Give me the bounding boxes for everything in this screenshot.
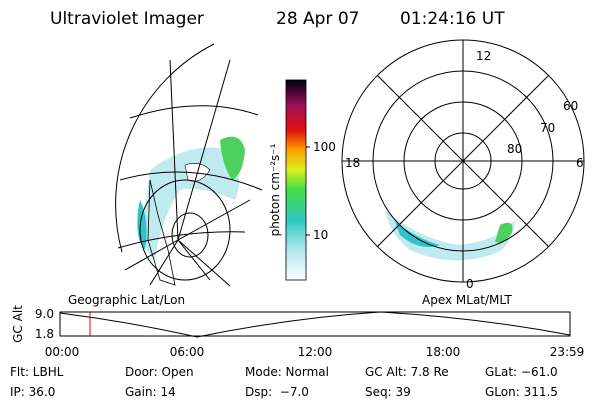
date: 28 Apr 07 (276, 9, 359, 29)
footer: Flt: LBHL Door: Open Mode: Normal GC Alt: 7… (10, 365, 558, 399)
colorbar-tick-label: 100 (313, 140, 336, 154)
timeline-y-label: 9.0 (35, 307, 54, 321)
status-field: Seq: 39 (365, 385, 411, 399)
time-label: 23:59 (550, 345, 585, 359)
status-field: Door: Open (125, 365, 194, 379)
globe-image (115, 43, 280, 290)
colorbar-label: photon cm⁻²s⁻¹ (268, 143, 282, 236)
title: Ultraviolet Imager (50, 9, 204, 29)
colorbar-tick-label: 10 (313, 228, 328, 242)
status-field: GC Alt: 7.8 Re (365, 365, 449, 379)
mlat-label: 70 (540, 121, 555, 135)
panel-title: Apex MLat/MLT (422, 293, 512, 307)
polar-plot (341, 39, 585, 283)
status-field: IP: 36.0 (10, 385, 55, 399)
colorbar (285, 79, 307, 281)
time: 01:24:16 UT (400, 9, 505, 29)
status-field: Dsp: −7.0 (245, 385, 309, 399)
status-field: GLat: −61.0 (485, 365, 558, 379)
mlat-label: 60 (563, 99, 578, 113)
altitude-curve (59, 311, 571, 338)
mlat-label: 80 (507, 142, 522, 156)
time-label: 00:00 (45, 345, 80, 359)
mlt-label: 18 (345, 156, 360, 170)
panel-title: Geographic Lat/Lon (68, 293, 185, 307)
mlt-label: 12 (476, 49, 491, 63)
timeline-y-label: 1.8 (35, 327, 54, 341)
mlt-label: 0 (466, 277, 474, 291)
timeline-frame (59, 311, 571, 337)
status-field: Mode: Normal (245, 365, 329, 379)
status-field: Gain: 14 (125, 385, 176, 399)
status-field: GLon: 311.5 (485, 385, 558, 399)
time-label: 12:00 (298, 345, 333, 359)
status-field: Flt: LBHL (10, 365, 64, 379)
time-label: 06:00 (170, 345, 205, 359)
mlt-label: 6 (576, 156, 584, 170)
timeline-axis-label: GC Alt (11, 305, 25, 343)
time-label: 18:00 (426, 345, 461, 359)
